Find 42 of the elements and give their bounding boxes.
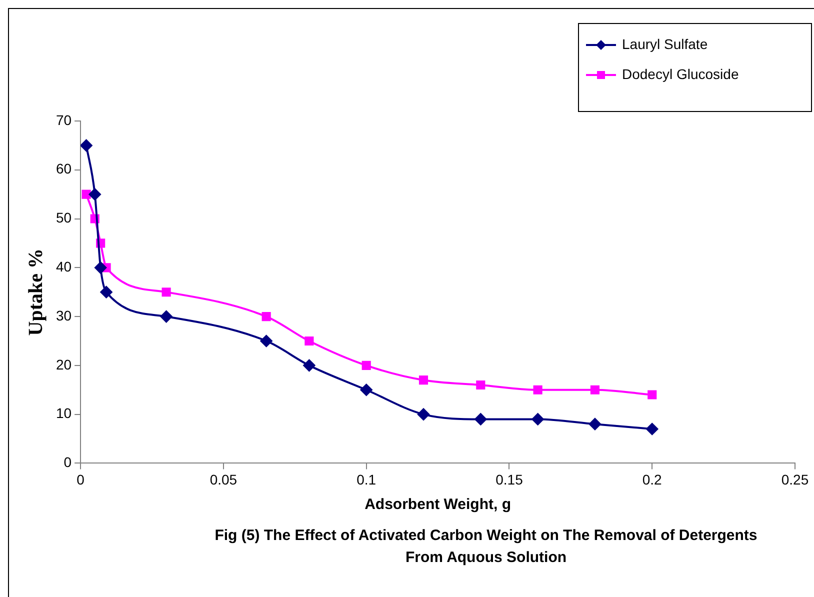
text: Fig (5) The Effect of Activated Carbon Weight on The Removal of Detergents From Aquous Solution: [214, 527, 758, 566]
y-tick-label: 70: [56, 112, 72, 128]
point: [82, 190, 91, 199]
point: [260, 334, 272, 347]
point: [360, 384, 372, 396]
y-tick-label: 20: [56, 356, 72, 372]
x-tick-label: 0: [76, 471, 85, 488]
point: [304, 336, 314, 346]
y-tick-label: 0: [64, 454, 72, 470]
legend-label: Dodecyl Glucoside: [622, 66, 739, 82]
point: [303, 359, 316, 372]
point: [474, 413, 487, 426]
point: [362, 360, 371, 370]
point: [590, 385, 600, 394]
point: [648, 390, 657, 400]
y-tick-label: 40: [56, 258, 72, 275]
x-tick-label: 0.25: [781, 471, 809, 488]
point: [262, 312, 271, 322]
point: [646, 422, 658, 435]
y-tick-label: 30: [56, 307, 72, 324]
x-axis-title: Adsorbent Weight, g: [364, 496, 511, 514]
point: [94, 262, 107, 274]
point: [418, 408, 430, 420]
point: [162, 288, 171, 297]
point: [418, 376, 428, 385]
point: [533, 385, 542, 394]
point: [532, 413, 544, 426]
x-tick-label: 0.2: [642, 471, 662, 488]
legend-label: Lauryl Sulfate: [622, 36, 708, 52]
x-tick-label: 0.15: [496, 471, 524, 488]
point: [476, 380, 486, 390]
y-tick-label: 60: [56, 160, 72, 177]
point: [100, 286, 112, 298]
point: [588, 418, 601, 430]
point: [80, 139, 92, 152]
x-tick-label: 0.05: [210, 471, 238, 488]
y-tick-label: 50: [56, 210, 72, 226]
y-tick-label: 10: [56, 405, 72, 422]
point: [160, 310, 172, 323]
x-tick-label: 0.1: [356, 471, 376, 488]
point: [88, 188, 101, 200]
y-axis-title: Uptake %: [25, 248, 48, 336]
